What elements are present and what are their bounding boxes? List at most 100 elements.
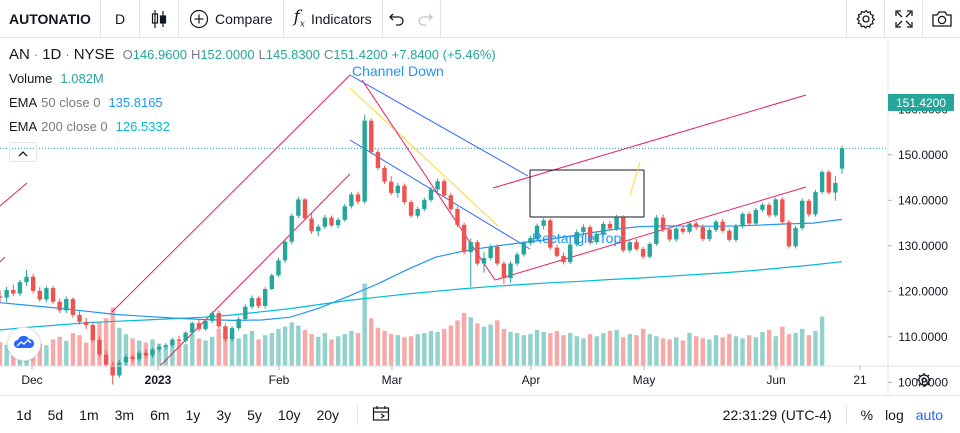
candle-body xyxy=(382,167,387,182)
range-3m[interactable]: 3m xyxy=(114,406,135,423)
candle-body xyxy=(567,244,573,263)
candle-body xyxy=(243,306,248,320)
volume-bar xyxy=(190,334,195,366)
candle-body xyxy=(402,185,407,203)
auto-toggle[interactable]: auto xyxy=(915,407,943,423)
candle-body xyxy=(37,290,42,300)
candle-body xyxy=(190,323,195,333)
range-5d[interactable]: 5d xyxy=(47,406,64,423)
volume-bar xyxy=(44,345,49,366)
ema200-label: EMA xyxy=(9,119,38,134)
range-6m[interactable]: 6m xyxy=(150,406,170,423)
volume-bar xyxy=(355,333,361,366)
volume-bar xyxy=(495,320,500,366)
volume-bar xyxy=(435,332,440,366)
interval-button[interactable]: D xyxy=(101,0,140,38)
candle-body xyxy=(548,220,553,248)
candle-body xyxy=(77,314,82,322)
legend-l-label: L xyxy=(258,47,266,62)
volume-bar xyxy=(302,329,308,366)
clock-time[interactable]: 22:31:29 (UTC-4) xyxy=(722,407,832,423)
symbol-search-button[interactable]: AUTONATIO xyxy=(0,0,101,38)
candle-body xyxy=(130,356,135,360)
candle-body xyxy=(740,213,745,227)
candle-body xyxy=(229,328,235,340)
price-axis[interactable]: 100.0000110.0000120.0000130.0000140.0000… xyxy=(887,39,948,395)
goto-date-button[interactable] xyxy=(368,405,394,424)
indicators-button[interactable]: fx Indicators xyxy=(284,0,383,38)
compare-button[interactable]: Compare xyxy=(179,0,284,38)
range-10y[interactable]: 10y xyxy=(277,406,301,423)
volume-bar xyxy=(130,338,135,366)
range-20y[interactable]: 20y xyxy=(316,406,340,423)
ema200-value: 126.5332 xyxy=(115,119,170,134)
undo-icon xyxy=(388,12,405,26)
time-tick-label: Jun xyxy=(766,373,785,387)
volume-bar xyxy=(561,335,566,366)
fullscreen-button[interactable] xyxy=(884,0,922,38)
range-1m[interactable]: 1m xyxy=(79,406,99,423)
tradingview-logo[interactable] xyxy=(7,327,41,361)
volume-bar xyxy=(176,342,182,366)
chart-drawings[interactable] xyxy=(0,74,807,367)
function-icon: fx xyxy=(293,7,305,30)
candle-body xyxy=(733,226,739,240)
chart-type-button[interactable] xyxy=(140,0,179,38)
candle-body xyxy=(760,204,765,210)
range-3y[interactable]: 3y xyxy=(216,406,232,423)
candle-body xyxy=(455,208,460,225)
volume-bar xyxy=(481,326,487,366)
volume-bar xyxy=(800,328,805,366)
candle-body xyxy=(4,289,9,298)
candle-body xyxy=(44,288,49,300)
candlesticks xyxy=(0,114,845,385)
legend-collapse-button[interactable] xyxy=(9,142,37,162)
volume-bar xyxy=(216,328,221,366)
candle-body xyxy=(448,195,454,209)
price-tick-label: 110.0000 xyxy=(898,330,947,344)
redo-button[interactable] xyxy=(411,0,441,38)
volume-bar xyxy=(123,334,129,366)
volume-bar xyxy=(773,336,778,366)
volume-bar xyxy=(793,333,798,366)
log-toggle[interactable]: log xyxy=(885,407,904,423)
candle-body xyxy=(647,243,652,257)
volume-bar xyxy=(634,335,639,366)
candle-body xyxy=(587,227,593,243)
volume-bar xyxy=(727,334,732,366)
range-1d[interactable]: 1d xyxy=(16,406,32,423)
candle-body xyxy=(594,233,599,243)
candle-body xyxy=(819,172,825,193)
time-axis[interactable]: Dec 2023 Feb Mar Apr May Jun 21 xyxy=(0,365,960,387)
volume-bar xyxy=(70,333,76,366)
volume-bar xyxy=(475,323,480,366)
range-1y[interactable]: 1y xyxy=(185,406,201,423)
legend-exchange: NYSE xyxy=(73,46,115,63)
volume-bar xyxy=(170,345,175,366)
candle-body xyxy=(408,202,414,216)
calendar-icon xyxy=(372,406,390,424)
settings-button[interactable] xyxy=(846,0,884,38)
percent-toggle[interactable]: % xyxy=(860,407,874,423)
undo-button[interactable] xyxy=(383,0,411,38)
divider xyxy=(357,404,359,425)
volume-bar xyxy=(110,307,115,366)
volume-bar xyxy=(806,335,812,366)
channel-line xyxy=(0,256,6,263)
candle-body xyxy=(654,217,659,244)
candle-body xyxy=(163,345,168,347)
volume-bar xyxy=(77,335,82,366)
candle-body xyxy=(614,217,619,229)
screenshot-button[interactable] xyxy=(922,0,960,38)
volume-bar xyxy=(700,338,705,366)
range-5y[interactable]: 5y xyxy=(247,406,262,423)
volume-bar xyxy=(674,337,679,366)
candle-body xyxy=(833,183,838,193)
price-chart[interactable]: 100.0000110.0000120.0000130.0000140.0000… xyxy=(0,39,960,395)
volume-bar xyxy=(667,339,672,366)
candle-body xyxy=(395,185,400,194)
ema200-line xyxy=(0,261,843,331)
camera-icon xyxy=(931,10,953,28)
candle-body xyxy=(601,223,606,234)
candle-body xyxy=(342,206,347,220)
